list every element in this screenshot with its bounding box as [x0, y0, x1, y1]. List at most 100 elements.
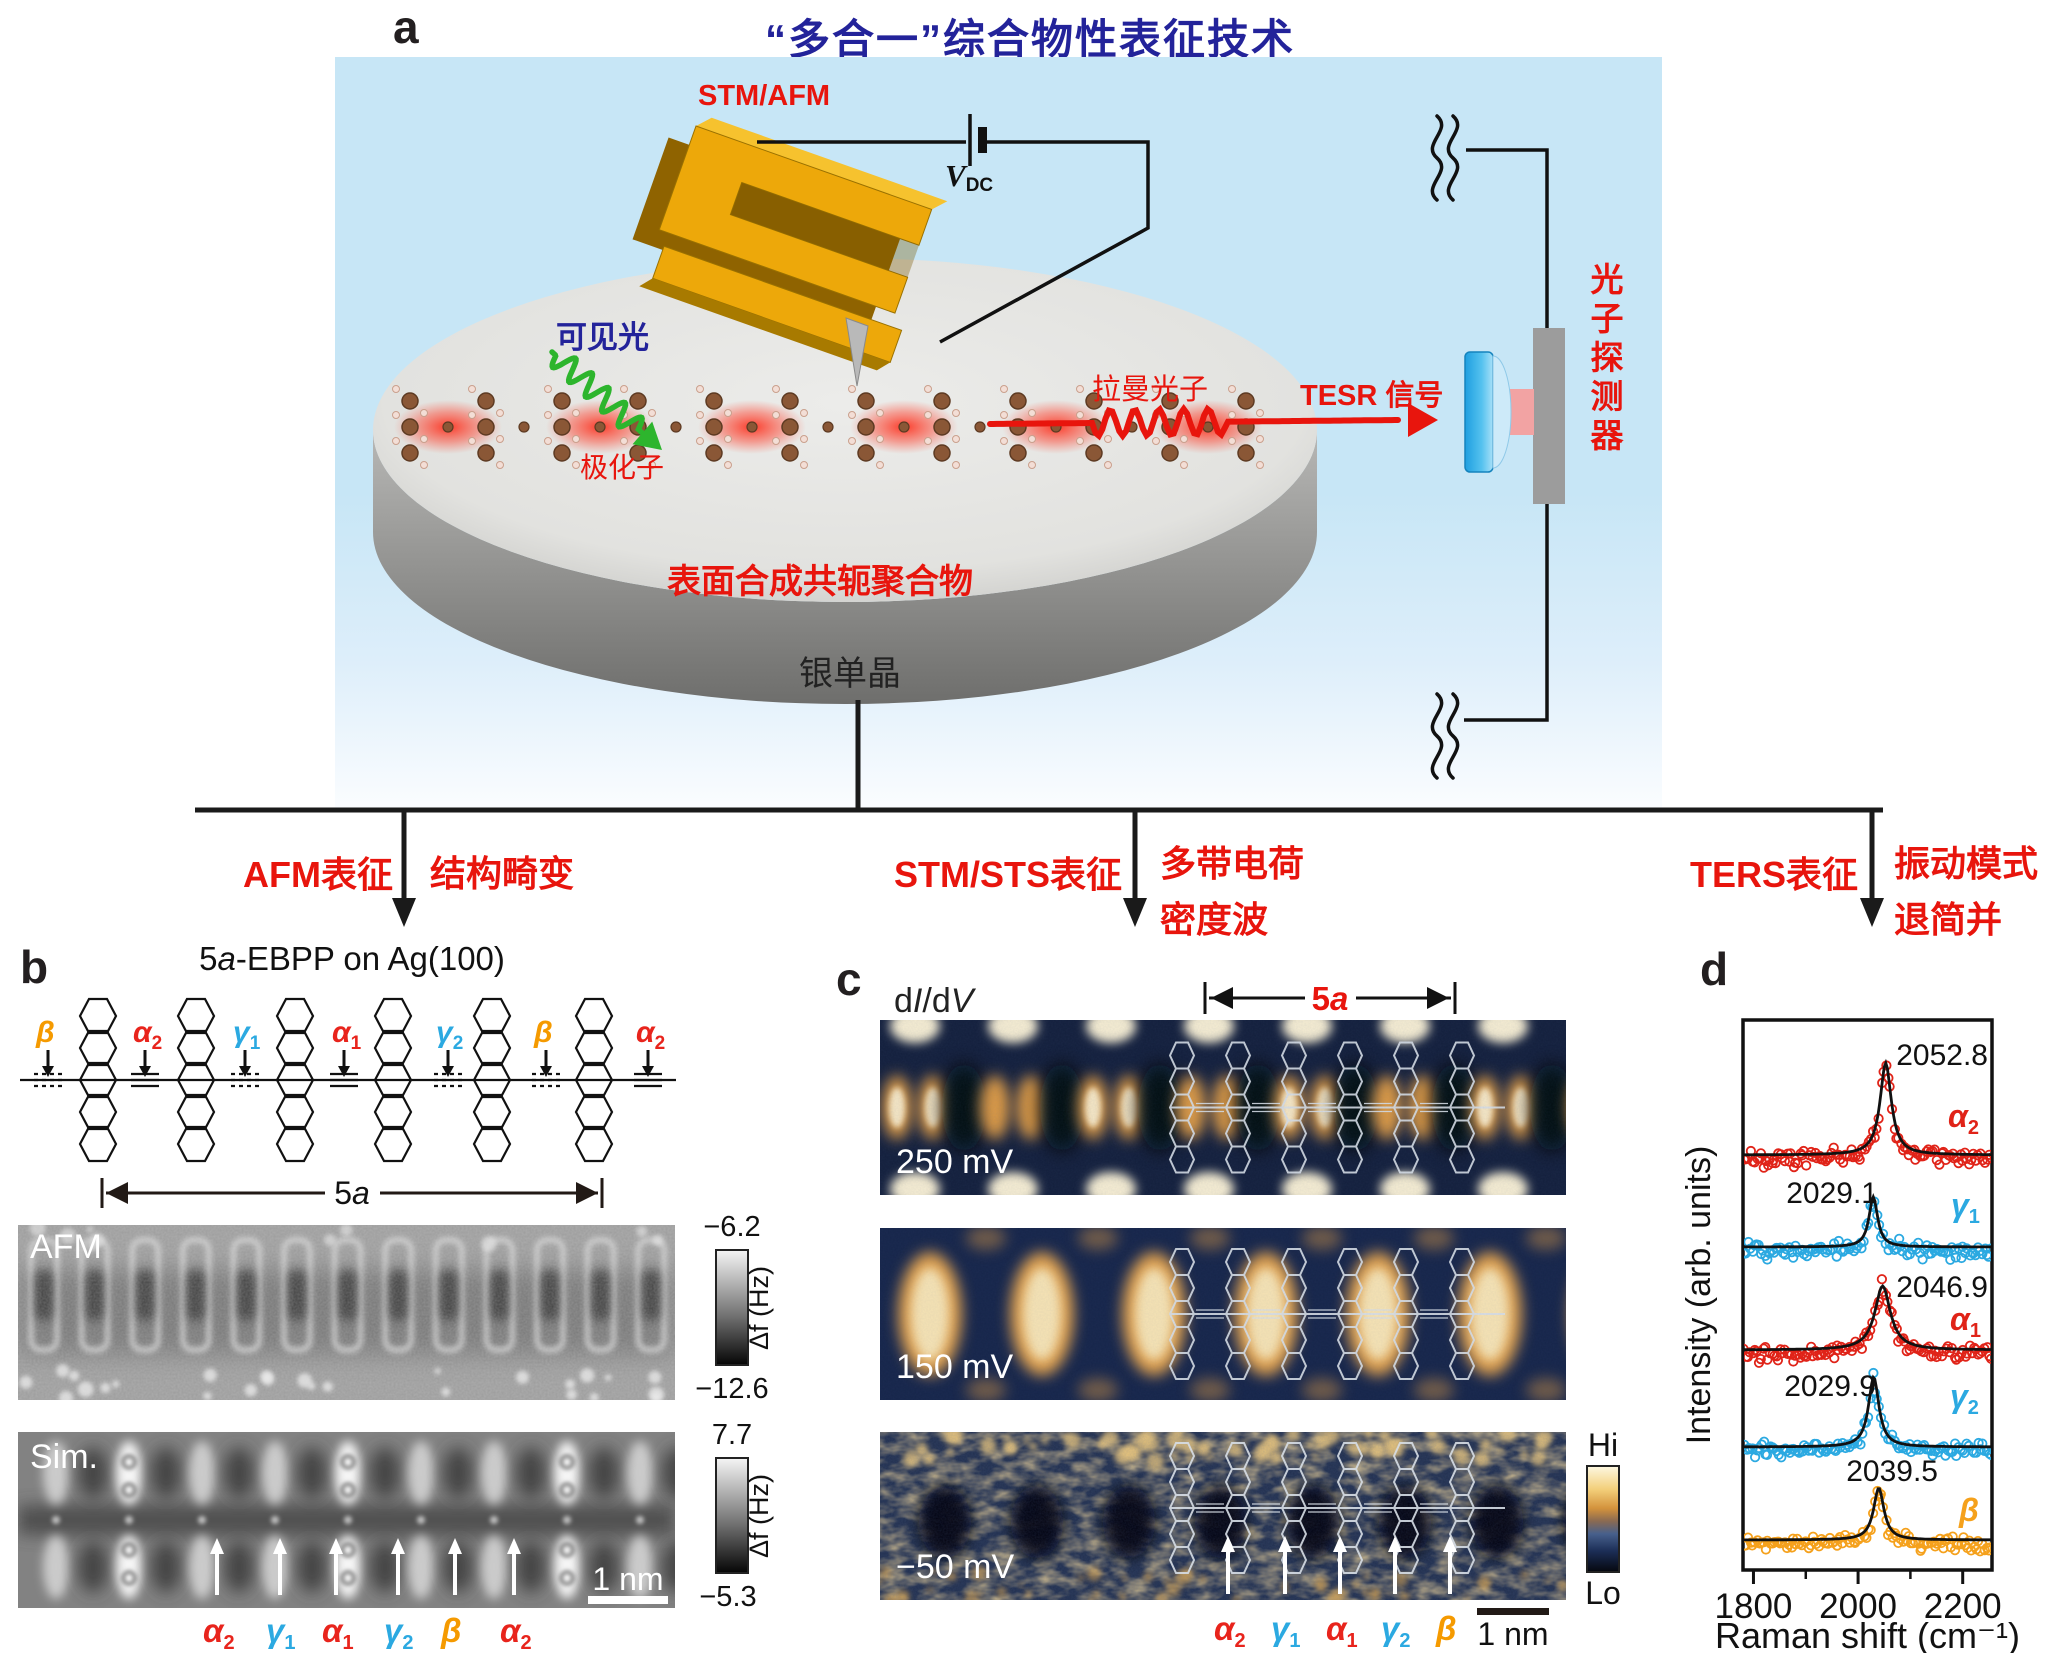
- branch-ters-result: 振动模式 退简并: [1894, 836, 2038, 948]
- raman-fit-alpha2: [1744, 1058, 1991, 1157]
- sim-site-label: β: [440, 1612, 461, 1649]
- visible-light-label: 可见光: [556, 320, 649, 355]
- sim-image-label: Sim.: [30, 1438, 98, 1476]
- sim-site-arrow-head: [273, 1538, 287, 1554]
- sim-scale-max: 7.7: [712, 1419, 752, 1451]
- wire: [1466, 148, 1549, 328]
- visible-light-arrow-head: [632, 421, 662, 450]
- wire: [939, 140, 1150, 344]
- c-site-label: β: [1435, 1610, 1456, 1647]
- x-tick-label: 2200: [1924, 1587, 2002, 1626]
- branch-ters-result-line1: 振动模式: [1894, 843, 2039, 884]
- polymer-chain: [392, 385, 1264, 469]
- colorbar-hi-label: Hi: [1588, 1427, 1618, 1463]
- molecule-overlay: [1168, 1442, 1505, 1574]
- site-label: γ1: [233, 1016, 261, 1054]
- sim-site-label: γ1: [266, 1612, 295, 1653]
- branch-sts-result-line1: 多带电荷: [1160, 843, 1305, 884]
- series-tag-alpha2: α2: [1948, 1098, 1979, 1139]
- arrow-head: [576, 1182, 598, 1204]
- sim-site-arrow-head: [391, 1538, 405, 1554]
- wire-break-icon: [1430, 692, 1444, 780]
- span-label: 5a: [334, 1175, 370, 1211]
- panel-a-letter: a: [393, 1, 419, 53]
- wire-break-icon: [1446, 692, 1460, 780]
- didv-colorbar: [1586, 1465, 1620, 1573]
- c-scalebar: [1477, 1608, 1549, 1615]
- series-tag-gamma2: γ2: [1950, 1378, 1979, 1419]
- c-site-arrow-head: [1333, 1536, 1347, 1552]
- afm-image: [18, 1225, 675, 1400]
- panel-b-letter: b: [20, 941, 49, 993]
- peak-label-gamma2: 2029.9: [1784, 1370, 1876, 1403]
- raman-fit-gamma1: [1744, 1193, 1991, 1249]
- chart-frame: [1741, 1018, 1994, 1572]
- c-site-label: α2: [1214, 1610, 1246, 1652]
- peak-label-beta: 2039.5: [1846, 1455, 1938, 1488]
- c-site-label: γ2: [1381, 1610, 1410, 1652]
- c-scalebar-label: 1 nm: [1477, 1616, 1548, 1652]
- sim-site-arrow-head: [210, 1538, 224, 1554]
- peak-label-alpha2: 2052.8: [1896, 1039, 1988, 1072]
- colorbar-lo-label: Lo: [1585, 1575, 1621, 1611]
- site-arrow-head: [540, 1066, 552, 1077]
- polymer-label: 表面合成共轭聚合物: [667, 563, 973, 601]
- disc-top: [373, 258, 1317, 602]
- panel-c-letter: c: [836, 953, 862, 1005]
- wire-break-icon: [1430, 114, 1444, 202]
- bias-label-150mV: 150 mV: [896, 1348, 1013, 1386]
- bias-symbol: V: [945, 158, 966, 193]
- raman-photon-arrow: [987, 404, 1401, 441]
- branch-sts-technique: STM/STS表征: [893, 854, 1122, 895]
- sim-site-label: α2: [500, 1612, 532, 1653]
- substrate-label: 银单晶: [799, 655, 901, 693]
- arrow-head: [106, 1182, 128, 1204]
- tuning-fork-sensor: [632, 117, 948, 371]
- chart-plot-area: [1744, 1058, 1991, 1557]
- afm-scale-unit: Δf (Hz): [744, 1266, 774, 1350]
- collection-lens: [1464, 351, 1494, 473]
- sim-site-label: α1: [322, 1612, 354, 1653]
- branch-ters-technique: TERS表征: [1689, 854, 1858, 895]
- site-label: α2: [636, 1016, 665, 1054]
- x-tick-label: 1800: [1715, 1587, 1793, 1626]
- didv-label: dI/dV: [894, 982, 977, 1020]
- raman-scatter-alpha2: [1744, 1060, 1991, 1173]
- raman-photon-arrow-head: [1408, 403, 1438, 437]
- peak-label-alpha1: 2046.9: [1896, 1271, 1988, 1304]
- chemical-structure: [20, 997, 676, 1163]
- sim-site-label: α2: [203, 1612, 235, 1653]
- branch-sts-result: 多带电荷 密度波: [1160, 836, 1304, 948]
- probe-tip: [845, 317, 869, 387]
- site-label: α1: [332, 1016, 362, 1054]
- afm-scale-max: −6.2: [703, 1211, 760, 1243]
- sensor-label: STM/AFM: [698, 80, 831, 112]
- raman-scatter-beta: [1744, 1485, 1991, 1557]
- polaron-label: 极化子: [580, 452, 665, 483]
- span-label: 5a: [1312, 980, 1349, 1017]
- raman-fit-alpha1: [1744, 1283, 1991, 1352]
- branch-sts-result-line2: 密度波: [1160, 898, 1269, 940]
- c-site-label: γ1: [1271, 1610, 1300, 1652]
- site-arrow-head: [642, 1066, 654, 1077]
- wire: [1464, 504, 1549, 722]
- branch-arrow-head: [392, 898, 416, 927]
- panel-b-graphics: 5a-EBPP on Ag(100) β α2 γ1 α1 γ2 β α2 5a AFM −6.2 −…: [18, 940, 774, 1653]
- c-site-arrow-head: [1278, 1536, 1292, 1552]
- afm-scale-min: −12.6: [695, 1373, 768, 1405]
- sim-site-arrow-head: [329, 1538, 343, 1554]
- site-label: β: [35, 1016, 55, 1049]
- photon-detector-label: 光子探测器: [1586, 262, 1623, 457]
- sim-site-arrow-head: [448, 1538, 462, 1554]
- arrow-head: [1211, 987, 1233, 1009]
- c-site-arrow-head: [1221, 1536, 1235, 1552]
- panel-a-schematic: [195, 57, 1884, 927]
- sim-scalebar: [588, 1596, 668, 1604]
- y-axis-title: Intensity (arb. units): [1680, 1146, 1718, 1445]
- panel-d-letter: d: [1700, 943, 1729, 995]
- arrow-head: [1427, 987, 1449, 1009]
- bias-subscript: DC: [965, 175, 994, 196]
- branch-arrow-head: [1123, 898, 1147, 927]
- tesr-signal-label: TESR 信号: [1300, 380, 1444, 412]
